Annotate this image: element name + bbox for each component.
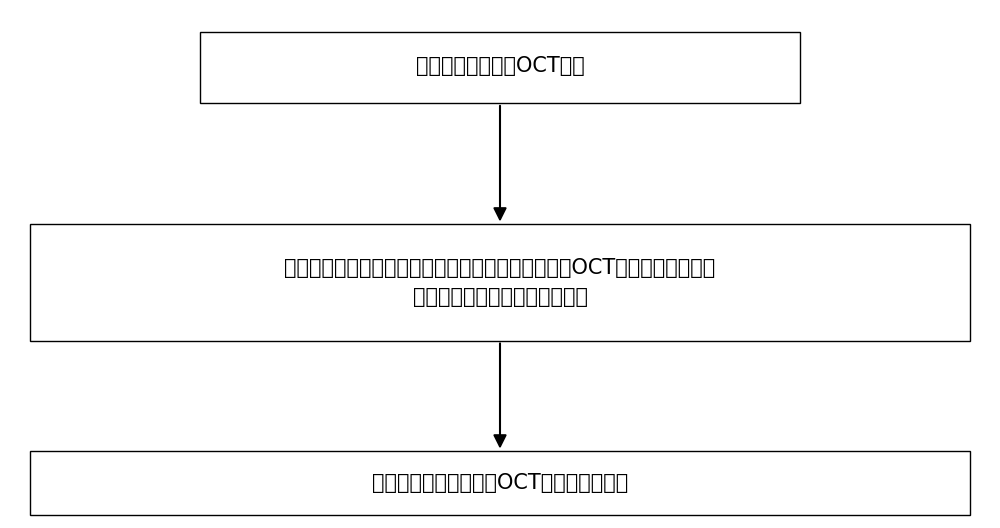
Text: 采用训练好的卷积神经网络模型对所述待分类的眼底OCT图像进行分类，所
述卷积神经网络模型是串行结构: 采用训练好的卷积神经网络模型对所述待分类的眼底OCT图像进行分类，所 述卷积神经… [284,258,716,307]
Text: 获取待分类的眼底OCT图像: 获取待分类的眼底OCT图像 [416,56,584,76]
Bar [30,224,970,341]
Bar [200,32,800,103]
Bar [30,451,970,515]
Text: 得到所述待分类的眼底OCT图像的分类结果: 得到所述待分类的眼底OCT图像的分类结果 [372,473,628,493]
